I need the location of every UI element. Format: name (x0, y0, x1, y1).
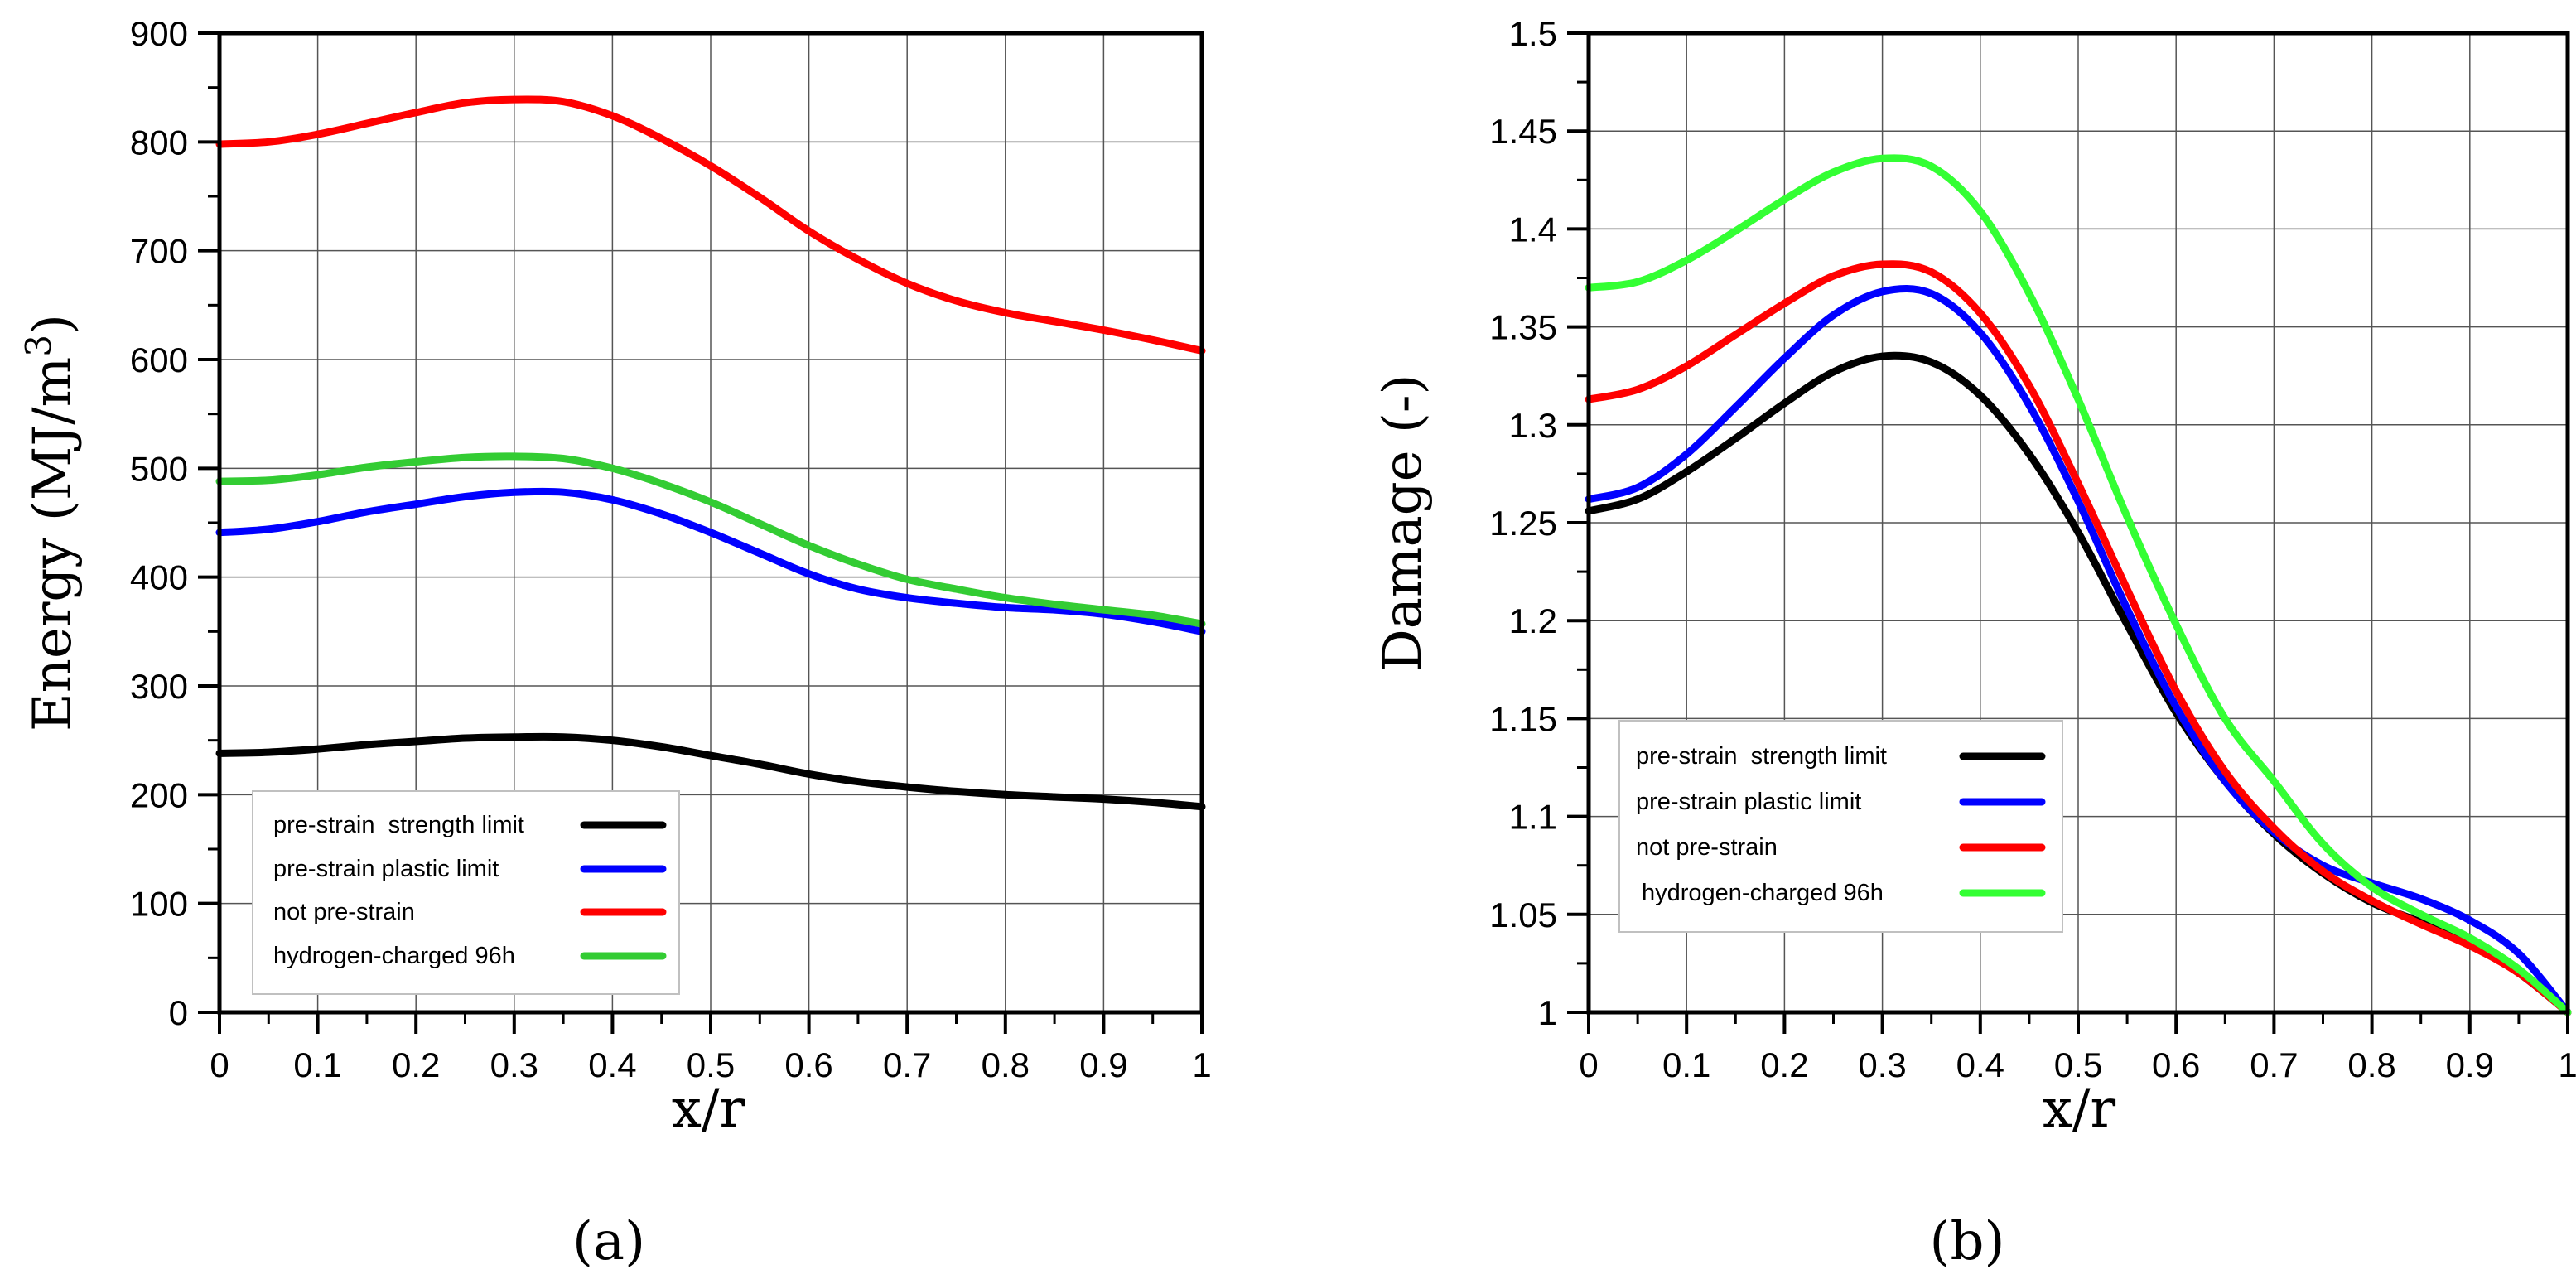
panel-a-series-lines (215, 95, 1206, 811)
panel-b-x-tick-label-2: 0.2 (1760, 1045, 1808, 1084)
panel-b-y-tick-labels: 1 1.05 1.1 1.15 1.2 1.25 1.3 1.35 1.4 1.45 1.5 (1489, 14, 1557, 1032)
panel-a-y-tick-label-3: 300 (130, 667, 188, 706)
panel-a-x-tick-label-0: 0 (210, 1045, 229, 1084)
panel-a-x-tick-labels: 0 0.1 0.2 0.3 0.4 0.5 0.6 0.7 0.8 0.9 1 (210, 1045, 1211, 1084)
panel-b-x-tick-label-8: 0.8 (2347, 1045, 2395, 1084)
panel-a-label: (a) (572, 1211, 645, 1272)
panel-a-chart: 0 0.1 0.2 0.3 0.4 0.5 0.6 0.7 0.8 0.9 1 0 100 200 300… (18, 14, 1212, 1272)
panel-b-x-tick-label-9: 0.9 (2446, 1045, 2494, 1084)
panel-a-y-tick-label-4: 400 (130, 558, 188, 597)
panel-a-y-tick-labels: 0 100 200 300 400 500 600 700 800 900 (130, 14, 188, 1032)
panel-a-series-line-0 (215, 732, 1206, 811)
panel-b-legend: pre-strain strength limit pre-strain pla… (1618, 720, 2063, 933)
panel-b-x-tick-label-1: 0.1 (1662, 1045, 1710, 1084)
panel-a-x-tick-label-8: 0.8 (982, 1045, 1030, 1084)
panel-a-y-tick-label-6: 600 (130, 340, 188, 379)
panel-a-y-axis-title: Energy (MJ/m3) (18, 314, 84, 731)
panel-a-tick-marks (198, 31, 1204, 1034)
panel-b-y-tick-label-3: 1.15 (1489, 699, 1557, 738)
panel-b-series-lines (1585, 154, 2572, 1016)
panel-a-series-line-2 (215, 95, 1206, 355)
panel-a-y-tick-label-1: 100 (130, 885, 188, 924)
panel-b-x-tick-label-6: 0.6 (2152, 1045, 2200, 1084)
panel-b-x-tick-label-10: 1 (2558, 1045, 2576, 1084)
panel-a-x-tick-label-6: 0.6 (784, 1045, 832, 1084)
panel-b-y-tick-label-0: 1 (1538, 993, 1557, 1032)
panel-a-x-tick-label-2: 0.2 (392, 1045, 440, 1084)
panel-a-x-axis-title: x/r (672, 1079, 745, 1140)
panel-b-y-tick-label-2: 1.1 (1509, 798, 1557, 837)
panel-a-x-tick-label-5: 0.5 (687, 1045, 735, 1084)
panel-b-x-tick-label-7: 0.7 (2250, 1045, 2298, 1084)
panel-a-legend: pre-strain strength limit pre-strain pla… (252, 790, 680, 995)
panel-a-legend-label-0: pre-strain strength limit (273, 812, 524, 838)
panel-a-y-tick-label-9: 900 (130, 14, 188, 53)
panel-a-x-tick-label-7: 0.7 (883, 1045, 931, 1084)
panel-b-y-tick-label-9: 1.45 (1489, 112, 1557, 151)
panel-b-y-tick-label-5: 1.25 (1489, 504, 1557, 543)
panel-b-series-line-3 (1585, 154, 2572, 1016)
panel-a-y-axis-title-sup: 3 (18, 335, 59, 357)
panel-a-y-axis-title-main: Energy (MJ/m (22, 357, 84, 731)
panel-a-x-tick-label-1: 0.1 (293, 1045, 341, 1084)
panel-b-legend-label-2: not pre-strain (1636, 834, 1778, 861)
panel-a-x-tick-label-10: 1 (1192, 1045, 1211, 1084)
panel-a-y-tick-label-2: 200 (130, 775, 188, 814)
panel-b-x-tick-label-5: 0.5 (2054, 1045, 2102, 1084)
panel-b-y-tick-label-1: 1.05 (1489, 895, 1557, 934)
panel-a-series-line-1 (215, 487, 1206, 635)
panel-a-y-tick-label-0: 0 (169, 993, 188, 1032)
panel-a-x-tick-label-4: 0.4 (588, 1045, 636, 1084)
panel-a-legend-label-3: hydrogen-charged 96h (273, 943, 515, 969)
panel-a-y-tick-label-8: 800 (130, 123, 188, 162)
panel-a-y-tick-label-7: 700 (130, 232, 188, 271)
panel-b-y-tick-label-8: 1.4 (1509, 210, 1557, 249)
panel-a-y-tick-label-5: 500 (130, 449, 188, 488)
panel-b-series-line-1 (1585, 284, 2572, 1016)
panel-a-y-axis-title-close: ) (22, 314, 84, 335)
panel-b-legend-label-3: hydrogen-charged 96h (1642, 880, 1884, 906)
panel-b-y-tick-label-10: 1.5 (1509, 14, 1557, 53)
panel-b-x-tick-label-3: 0.3 (1858, 1045, 1906, 1084)
panel-b-x-tick-label-0: 0 (1579, 1045, 1598, 1084)
panel-b-x-tick-labels: 0 0.1 0.2 0.3 0.4 0.5 0.6 0.7 0.8 0.9 1 (1579, 1045, 2576, 1084)
panel-b-y-tick-label-7: 1.35 (1489, 308, 1557, 347)
panel-a-x-tick-label-9: 0.9 (1079, 1045, 1127, 1084)
panel-b-y-tick-label-6: 1.3 (1509, 406, 1557, 445)
panel-b-series-line-2 (1585, 260, 2572, 1016)
panel-b-chart: 0 0.1 0.2 0.3 0.4 0.5 0.6 0.7 0.8 0.9 1 1 1.05 1.1 1.… (1372, 14, 2576, 1272)
panel-a-x-tick-label-3: 0.3 (490, 1045, 538, 1084)
panel-b-y-axis-title: Damage (-) (1372, 374, 1434, 671)
panel-b-tick-marks (1567, 31, 2569, 1034)
panel-b-x-axis-title: x/r (2043, 1079, 2116, 1140)
panel-b-y-tick-label-4: 1.2 (1509, 601, 1557, 640)
panel-a-series-line-3 (215, 452, 1206, 628)
panel-a-legend-label-1: pre-strain plastic limit (273, 856, 499, 882)
panel-a-legend-label-2: not pre-strain (273, 899, 415, 925)
panel-b-x-tick-label-4: 0.4 (1956, 1045, 2004, 1084)
panel-b-label: (b) (1930, 1211, 2005, 1272)
panel-b-legend-label-0: pre-strain strength limit (1636, 743, 1887, 770)
panel-b-legend-label-1: pre-strain plastic limit (1636, 789, 1861, 815)
